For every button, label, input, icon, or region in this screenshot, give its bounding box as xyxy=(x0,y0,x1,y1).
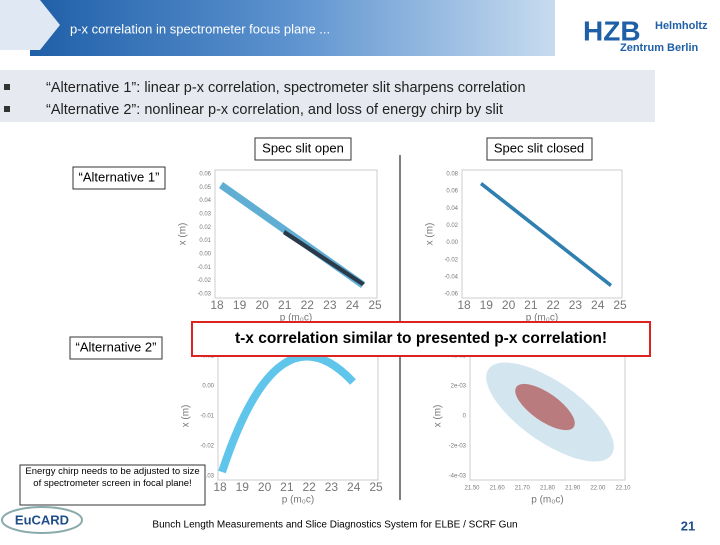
callout: t-x correlation similar to presented p-x… xyxy=(235,330,607,347)
x-tick-label: 18 xyxy=(210,298,224,312)
y-tick-label: 0.04 xyxy=(199,198,211,204)
x-tick-label: 21.60 xyxy=(490,486,506,492)
x-tick-label: 19 xyxy=(236,480,250,494)
y-tick-label: -4e-03 xyxy=(449,474,467,480)
x-tick-label: 25 xyxy=(368,298,382,312)
x-tick-label: 23 xyxy=(569,298,583,312)
x-tick-label: 21 xyxy=(280,480,294,494)
x-tick-label: 23 xyxy=(323,298,337,312)
y-tick-label: -0.02 xyxy=(197,278,211,284)
particle-core xyxy=(515,383,575,431)
y-tick-label: -0.03 xyxy=(200,474,214,480)
y-tick-label: 0.00 xyxy=(446,240,458,246)
slide-title: p-x correlation in spectrometer focus pl… xyxy=(70,21,330,36)
x-tick-label: 18 xyxy=(213,480,227,494)
x-tick-label: 22 xyxy=(546,298,560,312)
x-tick-label: 20 xyxy=(255,298,269,312)
y-tick-label: 0.02 xyxy=(199,225,211,231)
label-box xyxy=(254,137,352,161)
x-tick-label: 19 xyxy=(233,298,247,312)
callout-box xyxy=(191,321,651,357)
y-tick-label: -0.01 xyxy=(200,414,214,420)
x-tick-label: 25 xyxy=(369,480,383,494)
y-tick-label: -0.02 xyxy=(444,257,458,263)
y-tick-label: 0.02 xyxy=(446,223,458,229)
footer-logo: EuCARD xyxy=(15,512,69,527)
y-axis-label: x (m) xyxy=(181,405,192,428)
x-tick-label: 18 xyxy=(457,298,471,312)
note-box xyxy=(19,464,206,506)
bullet: “Alternative 1”: linear p-x correlation,… xyxy=(46,80,526,96)
note: Energy chirp needs to be adjusted to siz… xyxy=(25,466,200,489)
x-tick-label: 20 xyxy=(502,298,516,312)
x-tick-label: 22 xyxy=(302,480,316,494)
x-tick-label: 22.10 xyxy=(615,486,631,492)
x-axis-label: p (m₀c) xyxy=(526,313,558,324)
x-tick-label: 24 xyxy=(346,298,360,312)
x-tick-label: 19 xyxy=(480,298,494,312)
bullet-marker xyxy=(4,84,10,90)
x-tick-label: 21.50 xyxy=(464,486,480,492)
header-band xyxy=(30,0,555,56)
label-box xyxy=(72,166,166,190)
y-tick-label: -0.02 xyxy=(200,444,214,450)
x-axis-label: p (m₀c) xyxy=(531,495,563,506)
x-tick-label: 21.80 xyxy=(540,486,556,492)
y-tick-label: 0.01 xyxy=(199,238,211,244)
particle-arc xyxy=(218,352,356,474)
label-box xyxy=(486,137,593,161)
y-tick-label: -0.06 xyxy=(444,292,458,298)
logo-line: Zentrum Berlin xyxy=(620,42,699,54)
label-box xyxy=(69,336,163,360)
header-arrow xyxy=(0,0,60,50)
note-wrap: Energy chirp needs to be adjusted to siz… xyxy=(25,466,200,489)
logo-line: Helmholtz xyxy=(655,20,708,32)
x-tick-label: 23 xyxy=(325,480,339,494)
x-tick-label: 24 xyxy=(591,298,605,312)
y-tick-label: -2e-03 xyxy=(449,444,467,450)
x-tick-label: 25 xyxy=(613,298,627,312)
y-tick-label: 0.04 xyxy=(446,206,458,212)
x-tick-label: 21.70 xyxy=(515,486,531,492)
y-tick-label: -0.01 xyxy=(197,265,211,271)
x-tick-label: 22.00 xyxy=(590,486,606,492)
row-label: “Alternative 2” xyxy=(76,339,157,354)
x-tick-label: 21 xyxy=(278,298,292,312)
x-axis-label: p (m₀c) xyxy=(282,495,314,506)
y-tick-label: 0.00 xyxy=(199,252,211,258)
y-tick-label: 0.05 xyxy=(199,185,211,191)
y-axis-label: x (m) xyxy=(433,405,444,428)
bullet-box xyxy=(0,70,655,122)
y-tick-label: 0 xyxy=(463,414,467,420)
footer-text: Bunch Length Measurements and Slice Diag… xyxy=(152,520,517,531)
y-tick-label: 0.06 xyxy=(199,172,211,178)
y-tick-label: -0.03 xyxy=(197,292,211,298)
row-label: “Alternative 1” xyxy=(79,169,160,184)
particle-band xyxy=(480,182,612,287)
y-tick-label: 0.06 xyxy=(446,189,458,195)
column-label: Spec slit open xyxy=(262,140,344,155)
x-tick-label: 21.90 xyxy=(565,486,581,492)
y-axis-label: x (m) xyxy=(425,223,436,246)
logo-ring xyxy=(1,506,83,534)
y-tick-label: 0.08 xyxy=(446,172,458,178)
y-axis-label: x (m) xyxy=(178,223,189,246)
x-axis-label: p (m₀c) xyxy=(280,313,312,324)
x-tick-label: 20 xyxy=(258,480,272,494)
page-number: 21 xyxy=(681,518,695,533)
plots: 0.06 0.05 0.04 0.03 0.02 0.01 0.00 -0.01 -0.02 -0… xyxy=(178,169,631,506)
x-tick-label: 21 xyxy=(524,298,538,312)
x-tick-label: 24 xyxy=(347,480,361,494)
particle-core xyxy=(283,230,365,286)
y-tick-label: 2e-03 xyxy=(451,384,467,390)
bullet: “Alternative 2”: nonlinear p-x correlati… xyxy=(46,102,503,118)
column-label: Spec slit closed xyxy=(494,140,584,155)
logo-mark: HZB xyxy=(583,15,641,46)
y-tick-label: 0.00 xyxy=(202,384,214,390)
y-tick-label: -0.04 xyxy=(444,274,458,280)
x-tick-label: 22 xyxy=(301,298,315,312)
y-tick-label: 0.03 xyxy=(199,212,211,218)
bullet-marker xyxy=(4,106,10,112)
